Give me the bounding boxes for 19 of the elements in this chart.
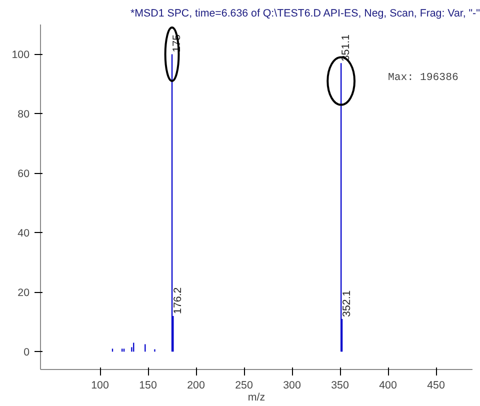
x-axis-title: m/z [248,392,266,404]
x-tick-label: 400 [379,380,397,392]
y-tick-label: 40 [18,228,30,240]
x-tick-label: 100 [91,380,109,392]
annotation: Max: 196386 [388,72,458,84]
x-tick-label: 450 [427,380,445,392]
y-tick-label: 0 [24,346,30,359]
x-tick-label: 250 [235,380,253,392]
x-tick-label: 300 [283,380,301,392]
y-tick-label: 60 [18,168,30,180]
annotation: 352.1 [341,290,354,317]
y-tick-label: 80 [18,108,30,121]
x-tick-label: 200 [187,380,205,392]
annotation: 176.2 [172,287,184,314]
y-tick-label: 100 [12,49,30,62]
chart-title: *MSD1 SPC, time=6.636 of Q:\TEST6.D API-ES, Neg, Scan, Frag: Var, "-" [130,8,480,20]
x-tick-label: 150 [139,380,157,392]
y-tick-label: 20 [18,287,30,300]
x-tick-label: 350 [331,380,349,392]
